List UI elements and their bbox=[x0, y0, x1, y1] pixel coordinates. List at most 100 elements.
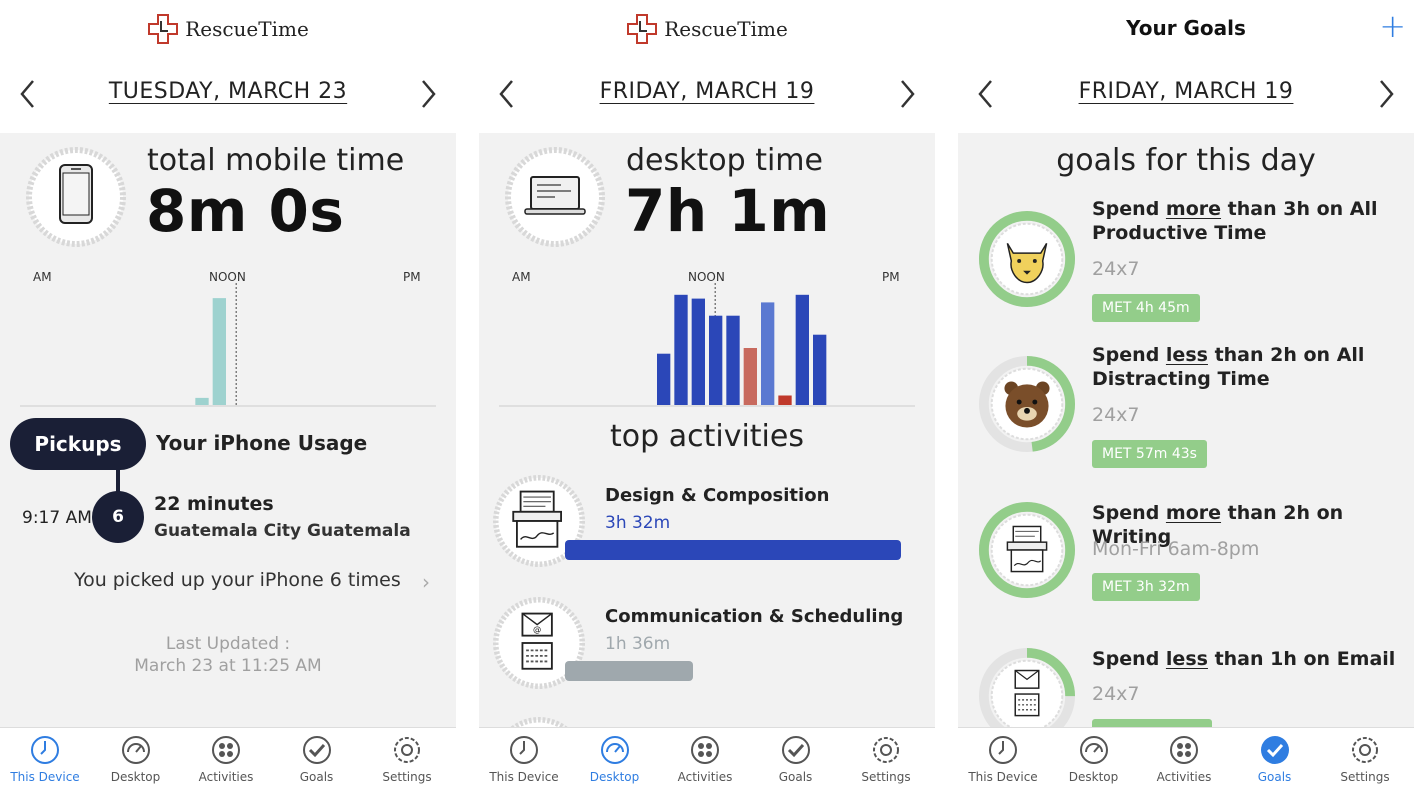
tab-settings[interactable]: Settings bbox=[362, 734, 452, 784]
goal-title: Spend more than 3h on All Productive Tim… bbox=[1092, 197, 1402, 245]
goal-met-badge: MET 4h 45m bbox=[1092, 294, 1200, 322]
tab-goals[interactable]: Goals bbox=[1230, 734, 1320, 784]
desktop-time-value: 7h 1m bbox=[625, 177, 831, 245]
rescuetime-cross-icon bbox=[148, 14, 179, 44]
tab-label: Goals bbox=[299, 770, 334, 784]
tab-label: Settings bbox=[382, 770, 432, 784]
total-mobile-time-label: total mobile time bbox=[147, 143, 405, 178]
chart-bar bbox=[778, 395, 792, 405]
chevron-right-icon[interactable] bbox=[1374, 77, 1398, 111]
pickup-location: Guatemala City Guatemala bbox=[154, 521, 411, 541]
pickup-duration: 22 minutes bbox=[154, 493, 274, 515]
goal-met-badge: MET 57m 43s bbox=[1092, 440, 1207, 468]
page-title: Your Goals bbox=[1126, 16, 1246, 40]
tab-desktop[interactable]: Desktop bbox=[91, 734, 181, 784]
tab-this-device[interactable]: This Device bbox=[958, 734, 1048, 784]
gauge-icon bbox=[1079, 736, 1108, 764]
chart-tick-am: AM bbox=[512, 270, 531, 284]
goal-schedule: Mon-Fri 6am-8pm bbox=[1092, 538, 1260, 560]
chevron-right-icon[interactable]: › bbox=[422, 570, 430, 594]
pickups-button[interactable]: Pickups bbox=[10, 418, 146, 470]
chevron-right-icon[interactable] bbox=[895, 77, 919, 111]
goal-title: Spend more than 2h on Writing bbox=[1092, 501, 1402, 549]
goal-keyword: more bbox=[1165, 198, 1222, 220]
screen-desktop: RescueTime FRIDAY, MARCH 19 desktop time… bbox=[479, 0, 935, 787]
last-updated-label: Last Updated : bbox=[165, 634, 291, 654]
clock-icon bbox=[510, 736, 538, 764]
mail-calendar-icon: @ bbox=[493, 597, 585, 689]
gear-icon bbox=[394, 737, 420, 763]
header: RescueTime TUESDAY, MARCH 23 bbox=[0, 0, 456, 133]
grid-dots-icon bbox=[691, 736, 719, 764]
date-label[interactable]: TUESDAY, MARCH 23 bbox=[108, 79, 348, 104]
tab-bar: This Device Desktop Activities Goals Setting… bbox=[958, 727, 1414, 787]
gauge-icon bbox=[121, 736, 150, 764]
tab-label: This Device bbox=[10, 770, 80, 784]
chevron-left-icon[interactable] bbox=[16, 77, 40, 111]
typewriter-icon bbox=[978, 501, 1076, 599]
chart-bar bbox=[657, 353, 671, 405]
checkmark-icon bbox=[302, 736, 331, 764]
chart-bar bbox=[195, 397, 209, 405]
pickups-summary-link[interactable]: You picked up your iPhone 6 times bbox=[74, 569, 401, 591]
tab-label: Desktop bbox=[1068, 770, 1119, 784]
chart-tick-pm: PM bbox=[403, 270, 421, 284]
chart-bar bbox=[813, 334, 827, 405]
mobile-usage-chart bbox=[20, 283, 436, 407]
tab-label: This Device bbox=[489, 770, 559, 784]
tab-activities[interactable]: Activities bbox=[1139, 734, 1229, 784]
tab-goals[interactable]: Goals bbox=[751, 734, 841, 784]
main-content: desktop time 7h 1m AM NOON PM top activi… bbox=[479, 133, 935, 787]
chart-tick-noon: NOON bbox=[209, 270, 246, 284]
activity-progress-bar bbox=[565, 661, 693, 681]
clock-icon bbox=[31, 736, 59, 764]
grid-dots-icon bbox=[1170, 736, 1198, 764]
main-content: total mobile time 8m 0s AM NOON PM Picku… bbox=[0, 133, 456, 727]
tab-label: Settings bbox=[861, 770, 911, 784]
gear-icon bbox=[873, 737, 899, 763]
desktop-time-label: desktop time bbox=[626, 143, 823, 178]
date-label[interactable]: FRIDAY, MARCH 19 bbox=[1078, 79, 1294, 104]
total-mobile-time-value: 8m 0s bbox=[146, 177, 345, 245]
goal-title-prefix: Spend bbox=[1092, 344, 1166, 366]
goal-keyword: less bbox=[1165, 344, 1208, 366]
activity-name: Design & Composition bbox=[605, 485, 830, 506]
chart-bar bbox=[795, 294, 809, 405]
pickup-count-badge: 6 bbox=[92, 491, 144, 543]
header: RescueTime FRIDAY, MARCH 19 bbox=[479, 0, 935, 133]
clock-icon bbox=[989, 736, 1017, 764]
goal-title-suffix: than 2h on Writing bbox=[1092, 502, 1344, 548]
tab-label: Desktop bbox=[589, 770, 640, 784]
goal-schedule: 24x7 bbox=[1092, 404, 1140, 426]
chevron-left-icon[interactable] bbox=[495, 77, 519, 111]
goal-title-prefix: Spend bbox=[1092, 648, 1166, 670]
tab-this-device[interactable]: This Device bbox=[479, 734, 569, 784]
tab-desktop[interactable]: Desktop bbox=[570, 734, 660, 784]
tab-label: Goals bbox=[778, 770, 813, 784]
goal-met-badge: MET 3h 32m bbox=[1092, 573, 1200, 601]
tab-label: Activities bbox=[677, 770, 733, 784]
add-goal-icon[interactable]: + bbox=[1379, 7, 1406, 45]
desktop-usage-chart bbox=[499, 283, 915, 407]
goal-title-suffix: than 1h on Email bbox=[1207, 648, 1396, 670]
activity-time: 1h 36m bbox=[605, 634, 671, 654]
tab-settings[interactable]: Settings bbox=[1320, 734, 1410, 784]
goal-schedule: 24x7 bbox=[1092, 258, 1140, 280]
tab-goals[interactable]: Goals bbox=[272, 734, 362, 784]
tab-label: This Device bbox=[968, 770, 1038, 784]
tab-bar: This Device Desktop Activities Goals Setting… bbox=[479, 727, 935, 787]
mail-calendar-icon bbox=[978, 647, 1076, 745]
tab-activities[interactable]: Activities bbox=[660, 734, 750, 784]
date-label[interactable]: FRIDAY, MARCH 19 bbox=[599, 79, 815, 104]
chevron-right-icon[interactable] bbox=[416, 77, 440, 111]
chart-bar bbox=[743, 348, 757, 405]
goal-title-suffix: than 3h on All Productive Time bbox=[1092, 198, 1378, 244]
tab-this-device[interactable]: This Device bbox=[0, 734, 90, 784]
svg-text:@: @ bbox=[533, 624, 541, 634]
chevron-left-icon[interactable] bbox=[974, 77, 998, 111]
grid-dots-icon bbox=[212, 736, 240, 764]
tab-activities[interactable]: Activities bbox=[181, 734, 271, 784]
tab-settings[interactable]: Settings bbox=[841, 734, 931, 784]
tab-desktop[interactable]: Desktop bbox=[1049, 734, 1139, 784]
goal-title-suffix: than 2h on All Distracting Time bbox=[1092, 344, 1365, 390]
